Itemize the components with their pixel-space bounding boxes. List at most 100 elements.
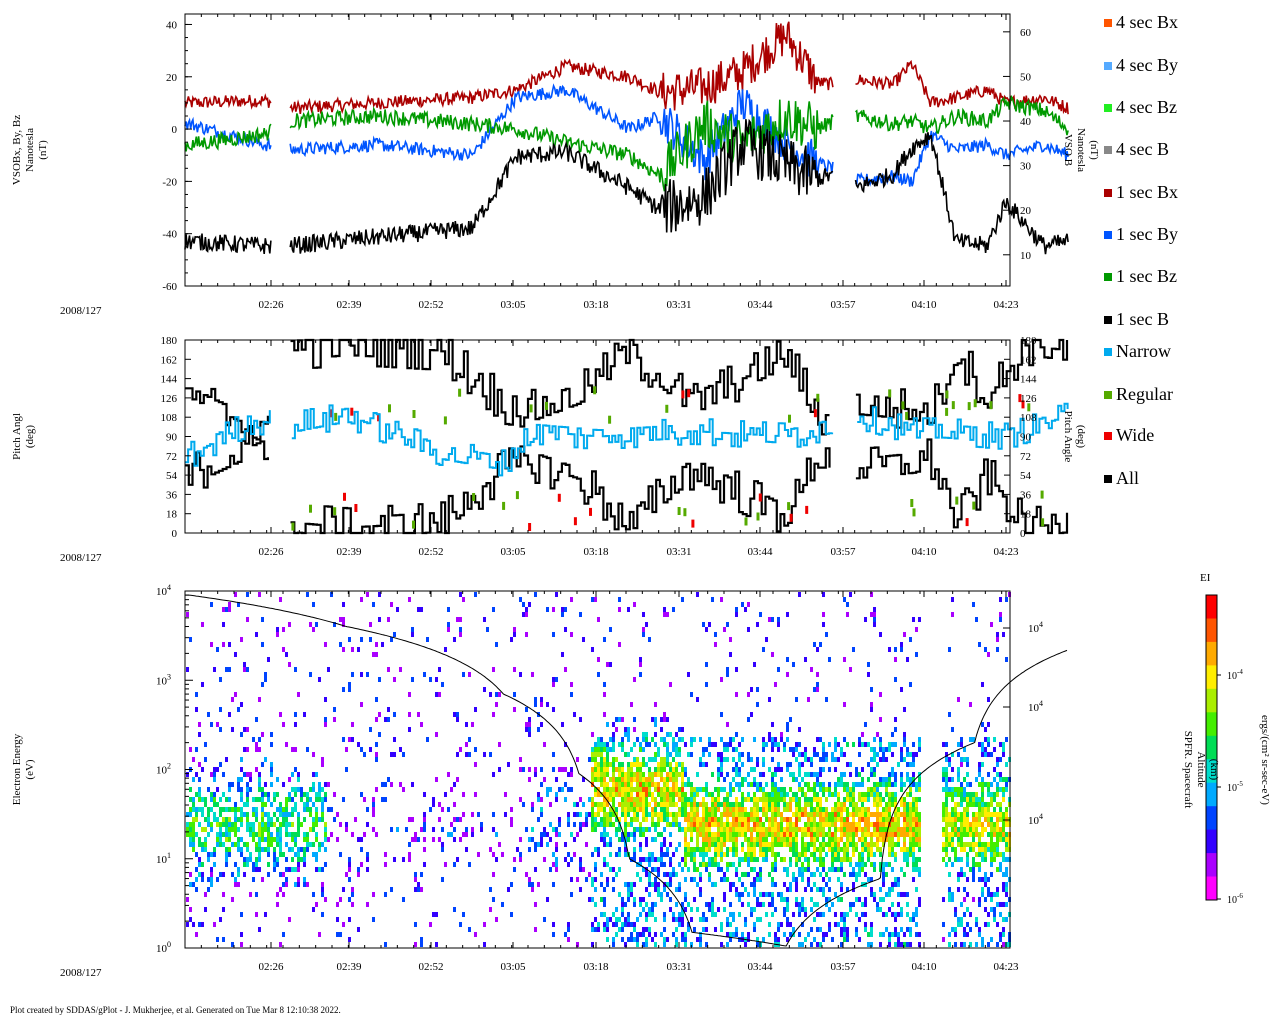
spectro-cell xyxy=(297,847,300,852)
spectro-cell xyxy=(717,837,720,842)
spectro-cell xyxy=(699,822,702,827)
spectro-cell xyxy=(972,802,975,807)
spectro-cell xyxy=(645,857,648,862)
spectro-cell xyxy=(594,742,597,747)
spectro-cell xyxy=(270,767,273,772)
spectro-cell xyxy=(756,942,759,947)
spectro-cell xyxy=(795,802,798,807)
spectro-cell xyxy=(843,817,846,822)
spectro-cell xyxy=(570,632,573,637)
spectro-cell xyxy=(552,682,555,687)
spectro-cell xyxy=(366,592,369,597)
spectro-cell xyxy=(594,822,597,827)
spectro-cell xyxy=(975,797,978,802)
spectro-cell xyxy=(885,777,888,782)
y-tick-label-right: 50 xyxy=(1020,71,1032,83)
pitch-patch xyxy=(681,390,685,399)
spectro-cell xyxy=(981,887,984,892)
spectro-cell xyxy=(681,767,684,772)
spectro-cell xyxy=(825,752,828,757)
spectro-cell xyxy=(996,822,999,827)
spectro-cell xyxy=(948,892,951,897)
spectro-cell xyxy=(822,612,825,617)
spectro-cell xyxy=(819,852,822,857)
spectro-cell xyxy=(870,932,873,937)
spectro-cell xyxy=(1002,882,1005,887)
spectro-cell xyxy=(903,807,906,812)
spectro-cell xyxy=(309,807,312,812)
spectro-cell xyxy=(576,812,579,817)
spectro-cell xyxy=(636,937,639,942)
spectro-cell xyxy=(294,852,297,857)
spectro-cell xyxy=(810,772,813,777)
spectro-cell xyxy=(618,802,621,807)
spectro-cell xyxy=(864,922,867,927)
spectro-cell xyxy=(462,832,465,837)
spectro-cell xyxy=(813,772,816,777)
spectro-cell xyxy=(627,802,630,807)
spectro-cell xyxy=(414,837,417,842)
spectro-cell xyxy=(303,857,306,862)
spectro-cell xyxy=(759,612,762,617)
spectro-cell xyxy=(201,847,204,852)
spectro-cell xyxy=(216,817,219,822)
spectro-cell xyxy=(798,772,801,777)
spectro-cell xyxy=(186,832,189,837)
spectro-cell xyxy=(981,682,984,687)
spectro-cell xyxy=(813,822,816,827)
spectro-cell xyxy=(708,742,711,747)
spectro-cell xyxy=(855,872,858,877)
spectro-cell xyxy=(258,927,261,932)
spectro-cell xyxy=(576,802,579,807)
spectro-cell xyxy=(240,797,243,802)
spectro-cell xyxy=(996,837,999,842)
spectro-cell xyxy=(891,837,894,842)
spectro-cell xyxy=(675,942,678,947)
spectro-cell xyxy=(255,867,258,872)
spectro-cell xyxy=(420,607,423,612)
spectro-cell xyxy=(657,817,660,822)
spectro-cell xyxy=(492,852,495,857)
spectro-cell xyxy=(603,822,606,827)
spectro-cell xyxy=(651,792,654,797)
spectro-cell xyxy=(675,777,678,782)
spectro-cell xyxy=(894,842,897,847)
spectro-cell xyxy=(834,892,837,897)
spectro-cell xyxy=(822,747,825,752)
spectro-cell xyxy=(555,677,558,682)
spectro-cell xyxy=(531,887,534,892)
spectro-cell xyxy=(894,812,897,817)
spectro-cell xyxy=(540,832,543,837)
spectro-cell xyxy=(294,882,297,887)
spectro-cell xyxy=(222,642,225,647)
spectro-cell xyxy=(714,822,717,827)
spectro-cell xyxy=(495,702,498,707)
spectro-cell xyxy=(972,797,975,802)
spectro-cell xyxy=(795,882,798,887)
spectro-cell xyxy=(963,827,966,832)
spectro-cell xyxy=(633,817,636,822)
spectro-cell xyxy=(972,837,975,842)
spectro-cell xyxy=(687,802,690,807)
spectro-cell xyxy=(717,867,720,872)
spectro-cell xyxy=(834,852,837,857)
spectro-cell xyxy=(819,827,822,832)
spectro-cell xyxy=(654,887,657,892)
spectro-cell xyxy=(957,817,960,822)
spectro-cell xyxy=(945,817,948,822)
spectro-cell xyxy=(810,787,813,792)
spectro-cell xyxy=(612,867,615,872)
spectro-cell xyxy=(375,757,378,762)
spectro-cell xyxy=(786,802,789,807)
spectro-cell xyxy=(663,837,666,842)
spectro-cell xyxy=(609,737,612,742)
spectro-cell xyxy=(726,932,729,937)
spectro-cell xyxy=(1005,847,1008,852)
spectro-cell xyxy=(960,737,963,742)
spectro-cell xyxy=(606,662,609,667)
spectro-cell xyxy=(258,837,261,842)
spectro-cell xyxy=(726,792,729,797)
spectro-cell xyxy=(300,787,303,792)
y-tick-label-left: -60 xyxy=(162,281,177,293)
spectro-cell xyxy=(600,912,603,917)
